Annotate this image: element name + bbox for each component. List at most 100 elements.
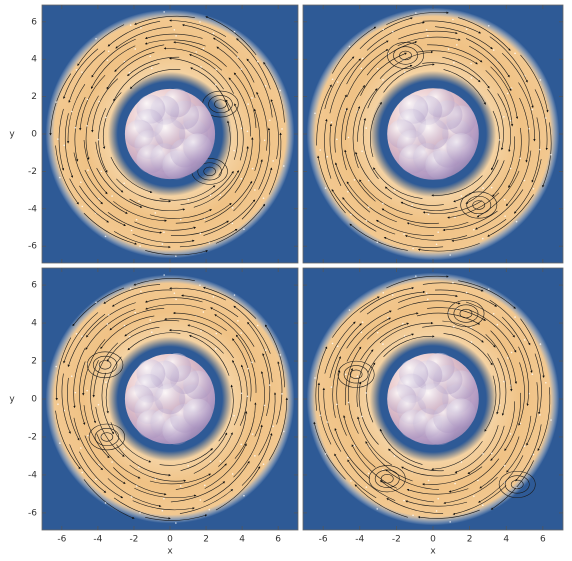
panel (303, 5, 563, 263)
x-tick-label: 2 (467, 535, 473, 545)
flow-dot (281, 393, 283, 395)
flow-dot (174, 292, 176, 294)
flow-dot (361, 150, 363, 152)
flow-dot (269, 384, 271, 386)
flow-dot (319, 414, 321, 416)
flow-dot (350, 480, 352, 482)
x-tick-label: 6 (540, 535, 546, 545)
flow-dot (482, 453, 484, 455)
flow-dot (436, 243, 438, 245)
particle-bump (446, 398, 475, 427)
flow-dot (163, 274, 165, 276)
flow-dot (213, 33, 215, 35)
flow-dot (247, 131, 249, 133)
flow-dot (108, 50, 110, 52)
flow-dot (377, 68, 379, 70)
x-tick-label: 2 (203, 535, 209, 545)
flow-dot (220, 460, 222, 462)
flow-dot (237, 56, 239, 58)
flow-dot (149, 319, 151, 321)
particle-bump (446, 133, 475, 162)
particle-bump (183, 133, 212, 162)
flow-dot (491, 453, 493, 455)
flow-dot (473, 495, 475, 497)
flow-dot (59, 177, 61, 179)
flow-dot (240, 68, 242, 70)
flow-dot (354, 445, 356, 447)
flow-dot (130, 288, 132, 290)
flow-dot (247, 368, 249, 370)
flow-dot (163, 498, 165, 500)
flow-dot (80, 181, 82, 183)
flow-dot (265, 349, 267, 351)
x-tick-label: 4 (503, 535, 509, 545)
flow-dot (213, 296, 215, 298)
flow-dot (528, 128, 530, 130)
flow-dot (215, 333, 217, 335)
flow-dot (404, 71, 406, 73)
flow-dot (251, 362, 253, 364)
flow-dot (234, 31, 236, 33)
flow-dot (428, 213, 430, 215)
flow-dot (203, 48, 205, 50)
flow-dot (361, 68, 363, 70)
flow-dot (533, 454, 535, 456)
flow-dot (233, 150, 235, 152)
y-tick-label: -6 (28, 242, 37, 252)
flow-dot (470, 63, 472, 65)
flow-dot (382, 292, 384, 294)
flow-dot (283, 165, 285, 167)
flow-dot (448, 48, 450, 50)
flow-dot (336, 138, 338, 140)
flow-dot (326, 421, 328, 423)
flow-dot (365, 392, 367, 394)
y-tick-label: 2 (31, 92, 37, 102)
flow-dot (123, 182, 125, 184)
flow-dot (136, 219, 138, 221)
flow-dot (75, 392, 77, 394)
flow-dot (402, 323, 404, 325)
y-tick-label: 6 (31, 17, 37, 27)
flow-dot (456, 44, 458, 46)
flow-dot (540, 79, 542, 81)
flow-dot (240, 178, 242, 180)
flow-dot (237, 320, 239, 322)
flow-dot (540, 343, 542, 345)
flow-dot (376, 241, 378, 243)
flow-dot (511, 87, 513, 89)
flow-dot (81, 335, 83, 337)
flow-dot (516, 221, 518, 223)
flow-dot (98, 139, 100, 141)
flow-dot (95, 38, 97, 40)
flow-dot (98, 101, 100, 103)
flow-dot (108, 314, 110, 316)
flow-dot (376, 508, 378, 510)
flow-dot (368, 180, 370, 182)
flow-dot (243, 495, 245, 497)
flow-dot (514, 316, 516, 318)
y-tick-label: -4 (28, 204, 37, 214)
flow-dot (348, 137, 350, 139)
y-axis-label: y (9, 395, 15, 405)
flow-dot (76, 333, 78, 335)
particle-bump (417, 383, 448, 414)
flow-dot (215, 69, 217, 71)
flow-dot (215, 348, 217, 350)
flow-dot (175, 35, 177, 37)
flow-dot (482, 187, 484, 189)
flow-dot (234, 294, 236, 296)
flow-dot (220, 194, 222, 196)
flow-dot (387, 317, 389, 319)
flow-dot (532, 373, 534, 375)
flow-dot (98, 404, 100, 406)
flow-dot (210, 461, 212, 463)
flow-dot (131, 496, 133, 498)
flow-dot (504, 465, 506, 467)
x-axis-label: x (430, 547, 436, 557)
flow-dot (368, 206, 370, 208)
panel (42, 5, 298, 263)
flow-dot (345, 374, 347, 376)
flow-dot (332, 343, 334, 345)
flow-dot (382, 343, 384, 345)
flow-dot (382, 29, 384, 31)
